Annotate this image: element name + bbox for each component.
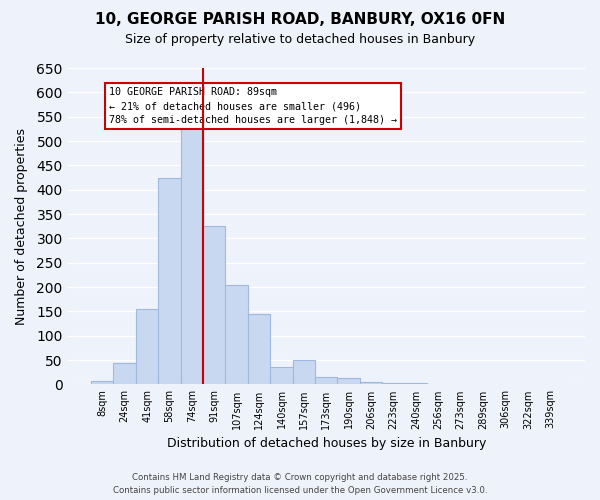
X-axis label: Distribution of detached houses by size in Banbury: Distribution of detached houses by size … <box>167 437 486 450</box>
Bar <box>136 309 158 384</box>
Text: 10 GEORGE PARISH ROAD: 89sqm
← 21% of detached houses are smaller (496)
78% of s: 10 GEORGE PARISH ROAD: 89sqm ← 21% of de… <box>109 88 397 126</box>
Bar <box>315 377 337 384</box>
Bar <box>158 178 181 384</box>
Bar <box>270 368 293 384</box>
Text: Contains HM Land Registry data © Crown copyright and database right 2025.
Contai: Contains HM Land Registry data © Crown c… <box>113 474 487 495</box>
Bar <box>248 314 270 384</box>
Bar <box>337 378 360 384</box>
Bar <box>382 383 404 384</box>
Bar <box>360 382 382 384</box>
Bar <box>226 284 248 384</box>
Bar <box>181 119 203 384</box>
Bar <box>203 226 226 384</box>
Bar <box>113 362 136 384</box>
Y-axis label: Number of detached properties: Number of detached properties <box>15 128 28 324</box>
Bar <box>91 380 113 384</box>
Text: 10, GEORGE PARISH ROAD, BANBURY, OX16 0FN: 10, GEORGE PARISH ROAD, BANBURY, OX16 0F… <box>95 12 505 28</box>
Bar <box>293 360 315 384</box>
Text: Size of property relative to detached houses in Banbury: Size of property relative to detached ho… <box>125 32 475 46</box>
